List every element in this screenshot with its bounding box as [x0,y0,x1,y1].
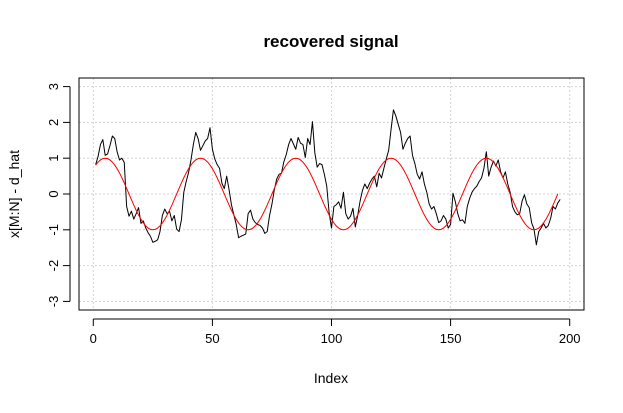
x-tick-label: 0 [90,331,97,346]
x-axis-label: Index [314,370,348,386]
y-tick-label: 1 [46,155,61,162]
x-tick-label: 100 [321,331,343,346]
x-tick-label: 200 [559,331,581,346]
y-tick-label: -3 [46,296,61,308]
x-axis: 0 50 100 150 200 [90,318,581,346]
y-tick-label: -2 [46,260,61,272]
y-axis-label: x[M:N] - d_hat [6,150,22,238]
y-tick-label: 0 [46,190,61,197]
series-recovered-line [95,109,561,246]
y-axis: -3 -2 -1 0 1 2 3 [46,83,71,308]
plot-frame [78,77,585,311]
x-tick-label: 150 [440,331,462,346]
x-tick-label: 50 [205,331,219,346]
grid-lines [79,78,584,310]
chart-title: recovered signal [263,32,398,51]
y-tick-label: -1 [46,224,61,236]
y-tick-label: 2 [46,119,61,126]
series-sine-line [95,157,559,231]
y-tick-label: 3 [46,83,61,90]
plot-series [95,109,561,246]
